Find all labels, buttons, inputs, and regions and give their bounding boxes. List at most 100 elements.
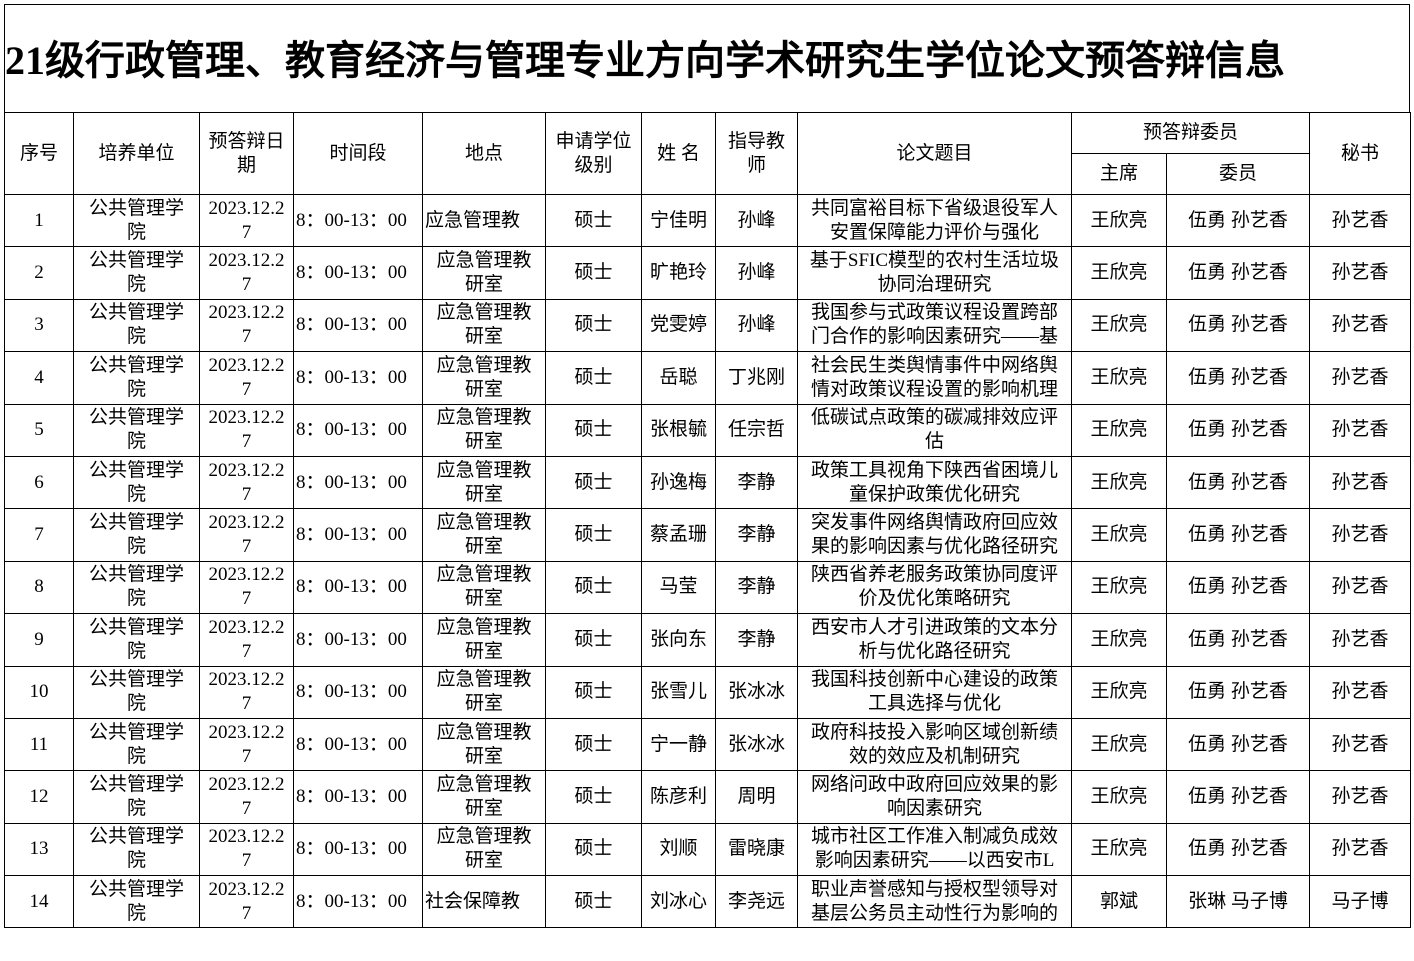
date: 2023.12.27 <box>199 717 294 772</box>
time-slot: 8：00-13：00 <box>293 193 423 248</box>
degree: 硕士 <box>545 246 642 300</box>
committee: 伍勇 孙艺香 <box>1165 351 1311 405</box>
time-slot: 8：00-13：00 <box>293 560 423 615</box>
secretary: 孙艺香 <box>1309 351 1412 405</box>
secretary: 孙艺香 <box>1309 770 1412 824</box>
location: 应急管理教研室 <box>422 560 546 615</box>
date: 2023.12.27 <box>199 455 294 510</box>
header-cell: 序号 <box>4 112 74 195</box>
committee: 伍勇 孙艺香 <box>1165 508 1311 562</box>
chair: 王欣亮 <box>1071 665 1167 719</box>
chair: 王欣亮 <box>1071 770 1167 824</box>
time-slot: 8：00-13：00 <box>293 822 423 877</box>
committee: 伍勇 孙艺香 <box>1165 770 1311 824</box>
secretary: 孙艺香 <box>1309 403 1412 457</box>
table-row: 13 公共管理学院 2023.12.27 8：00-13：00 应急管理教研室 硕士 刘顺雷… <box>4 822 1412 877</box>
thesis-title: 我国参与式政策议程设置跨部门合作的影响因素研究——基 <box>797 298 1072 353</box>
table-row: 10 公共管理学院 2023.12.27 8：00-13：00 应急管理教研室 硕士 张雪儿… <box>4 665 1412 719</box>
row-number: 7 <box>4 508 74 562</box>
advisor: 张冰冰 <box>715 665 798 719</box>
unit: 公共管理学院 <box>73 875 200 929</box>
secretary: 马子博 <box>1309 875 1412 929</box>
secretary: 孙艺香 <box>1309 298 1412 353</box>
thesis-text: 低碳试点政策的碳减排效应评估 <box>810 407 1058 453</box>
table-row: 3 公共管理学院 2023.12.27 8：00-13：00 应急管理教研室 硕士 党雯婷孙… <box>4 298 1412 353</box>
thesis-title: 基于SFIC模型的农村生活垃圾协同治理研究 <box>797 246 1072 300</box>
header-cell: 论文题目 <box>797 112 1072 195</box>
student-name: 张雪儿 <box>641 665 716 719</box>
table-row: 11 公共管理学院 2023.12.27 8：00-13：00 应急管理教研室 硕士 宁一静… <box>4 717 1412 772</box>
thesis-text: 共同富裕目标下省级退役军人安置保障能力评价与强化 <box>810 197 1058 243</box>
secretary: 孙艺香 <box>1309 613 1412 667</box>
unit: 公共管理学院 <box>73 717 200 772</box>
row-number: 3 <box>4 298 74 353</box>
chair: 王欣亮 <box>1071 508 1167 562</box>
student-name: 宁佳明 <box>641 193 716 248</box>
student-name: 宁一静 <box>641 717 716 772</box>
row-number: 11 <box>4 717 74 772</box>
header-group: 预答辩委员 <box>1070 112 1311 154</box>
committee: 张琳 马子博 <box>1165 875 1311 929</box>
degree: 硕士 <box>545 560 642 615</box>
committee: 伍勇 孙艺香 <box>1165 455 1311 510</box>
table-row: 6 公共管理学院 2023.12.27 8：00-13：00 应急管理教研室 硕士 孙逸梅李… <box>4 455 1412 510</box>
student-name: 张向东 <box>641 613 716 667</box>
location: 应急管理教研室 <box>422 298 546 353</box>
committee: 伍勇 孙艺香 <box>1165 298 1311 353</box>
table-row: 8 公共管理学院 2023.12.27 8：00-13：00 应急管理教研室 硕士 马莹 李静… <box>4 560 1412 615</box>
committee: 伍勇 孙艺香 <box>1165 560 1311 615</box>
thesis-title: 低碳试点政策的碳减排效应评估 <box>797 403 1072 457</box>
thesis-title: 社会民生类舆情事件中网络舆情对政策议程设置的影响机理 <box>797 351 1072 405</box>
table-row: 2 公共管理学院 2023.12.27 8：00-13：00 应急管理教研室 硕士 旷艳玲孙… <box>4 246 1412 300</box>
thesis-title: 城市社区工作准入制减负成效影响因素研究——以西安市L <box>797 822 1072 877</box>
student-name: 蔡孟珊 <box>641 508 716 562</box>
header-cell: 主席 <box>1071 153 1167 195</box>
time-slot: 8：00-13：00 <box>293 770 423 824</box>
location: 应急管理教研室 <box>422 665 546 719</box>
committee: 伍勇 孙艺香 <box>1165 665 1311 719</box>
header-cell: 委员 <box>1165 153 1311 195</box>
date: 2023.12.27 <box>199 351 294 405</box>
table-row: 7 公共管理学院 2023.12.27 8：00-13：00 应急管理教研室 硕士 蔡孟珊李… <box>4 508 1412 562</box>
date: 2023.12.27 <box>199 665 294 719</box>
thesis-text: 突发事件网络舆情政府回应效果的影响因素与优化路径研究 <box>810 512 1058 558</box>
header-cell: 姓 名 <box>641 112 716 195</box>
location: 社会保障教 <box>422 875 546 929</box>
unit: 公共管理学院 <box>73 560 200 615</box>
unit: 公共管理学院 <box>73 403 200 457</box>
advisor: 孙峰 <box>715 193 798 248</box>
row-number: 6 <box>4 455 74 510</box>
table: 序号 培养单位 预答辩日期 时间段 地点 申请学位级别 姓 名 指导教师 论文题… <box>4 112 1412 929</box>
thesis-title: 政策工具视角下陕西省困境儿童保护政策优化研究 <box>797 455 1072 510</box>
committee: 伍勇 孙艺香 <box>1165 193 1311 248</box>
header-cell: 指导教师 <box>715 112 798 195</box>
table-header: 序号 培养单位 预答辩日期 时间段 地点 申请学位级别 姓 名 指导教师 论文题… <box>4 112 1412 195</box>
chair: 王欣亮 <box>1071 717 1167 772</box>
secretary: 孙艺香 <box>1309 193 1412 248</box>
student-name: 党雯婷 <box>641 298 716 353</box>
location: 应急管理教研室 <box>422 455 546 510</box>
committee: 伍勇 孙艺香 <box>1165 822 1311 877</box>
unit: 公共管理学院 <box>73 770 200 824</box>
row-number: 13 <box>4 822 74 877</box>
advisor: 周明 <box>715 770 798 824</box>
student-name: 孙逸梅 <box>641 455 716 510</box>
row-number: 2 <box>4 246 74 300</box>
unit: 公共管理学院 <box>73 665 200 719</box>
location: 应急管理教研室 <box>422 822 546 877</box>
degree: 硕士 <box>545 770 642 824</box>
table-row: 12 公共管理学院 2023.12.27 8：00-13：00 应急管理教研室 硕士 陈彦利… <box>4 770 1412 824</box>
date: 2023.12.27 <box>199 875 294 929</box>
time-slot: 8：00-13：00 <box>293 613 423 667</box>
degree: 硕士 <box>545 875 642 929</box>
advisor: 李静 <box>715 613 798 667</box>
location: 应急管理教研室 <box>422 508 546 562</box>
thesis-title: 政府科技投入影响区域创新绩效的效应及机制研究 <box>797 717 1072 772</box>
date: 2023.12.27 <box>199 822 294 877</box>
thesis-text: 政府科技投入影响区域创新绩效的效应及机制研究 <box>810 721 1058 767</box>
degree: 硕士 <box>545 613 642 667</box>
chair: 王欣亮 <box>1071 613 1167 667</box>
location: 应急管理教研室 <box>422 351 546 405</box>
time-slot: 8：00-13：00 <box>293 508 423 562</box>
chair: 王欣亮 <box>1071 455 1167 510</box>
